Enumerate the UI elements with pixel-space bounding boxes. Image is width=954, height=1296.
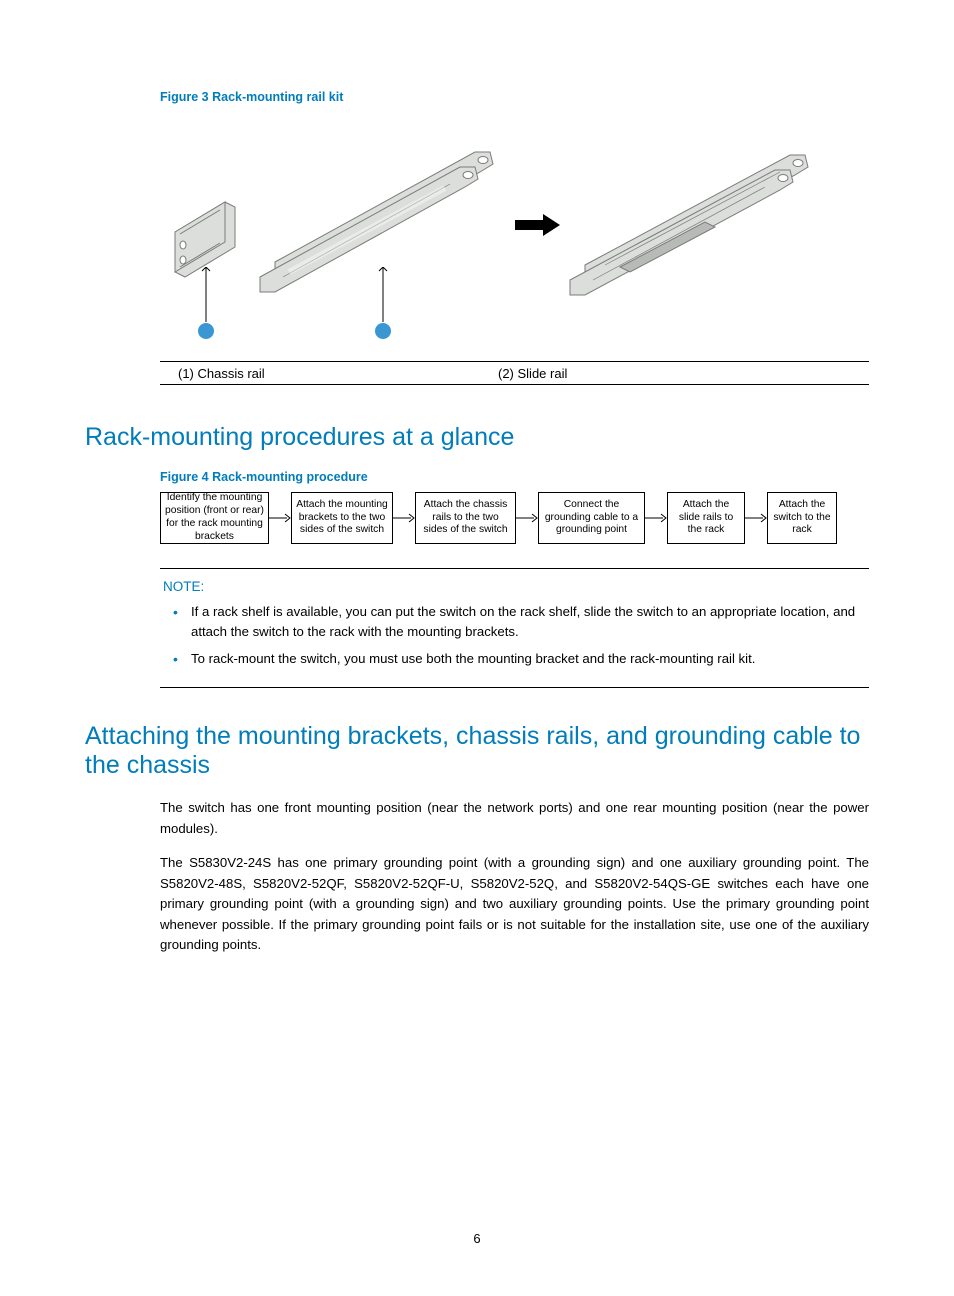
figure3-legend: (1) Chassis rail (2) Slide rail	[160, 362, 869, 385]
body-paragraph: The S5830V2-24S has one primary groundin…	[160, 853, 869, 955]
flow-step: Identify the mounting position (front or…	[160, 492, 269, 544]
flow-arrow-icon	[269, 513, 291, 523]
combined-rail-icon	[565, 127, 825, 317]
body-text: The switch has one front mounting positi…	[85, 798, 869, 955]
flow-step: Attach the chassis rails to the two side…	[415, 492, 516, 544]
body-paragraph: The switch has one front mounting positi…	[160, 798, 869, 839]
note-item: To rack-mount the switch, you must use b…	[183, 649, 866, 669]
legend-item-1: (1) Chassis rail	[178, 366, 498, 381]
flow-arrow-icon	[516, 513, 538, 523]
flow-arrow-icon	[745, 513, 767, 523]
flow-step: Attach the switch to the rack	[767, 492, 837, 544]
figure3-caption: Figure 3 Rack-mounting rail kit	[160, 90, 869, 104]
arrow-right-icon	[515, 212, 565, 242]
figure3-diagram	[160, 112, 869, 362]
note-list: If a rack shelf is available, you can pu…	[163, 602, 866, 669]
page-number: 6	[473, 1231, 480, 1246]
legend-item-2: (2) Slide rail	[498, 366, 567, 381]
callout-dot-2	[375, 267, 391, 342]
flow-arrow-icon	[645, 513, 667, 523]
figure4-caption: Figure 4 Rack-mounting procedure	[160, 470, 869, 484]
callout-dot-1	[198, 267, 214, 342]
flow-step: Attach the slide rails to the rack	[667, 492, 745, 544]
flow-step: Attach the mounting brackets to the two …	[291, 492, 393, 544]
flow-step: Connect the grounding cable to a groundi…	[538, 492, 645, 544]
heading-attaching-brackets: Attaching the mounting brackets, chassis…	[85, 722, 869, 780]
figure4-flowchart: Identify the mounting position (front or…	[160, 492, 869, 544]
note-item: If a rack shelf is available, you can pu…	[183, 602, 866, 643]
heading-rack-procedures: Rack-mounting procedures at a glance	[85, 423, 869, 452]
note-label: NOTE:	[163, 579, 866, 594]
flow-arrow-icon	[393, 513, 415, 523]
note-block: NOTE: If a rack shelf is available, you …	[160, 568, 869, 688]
